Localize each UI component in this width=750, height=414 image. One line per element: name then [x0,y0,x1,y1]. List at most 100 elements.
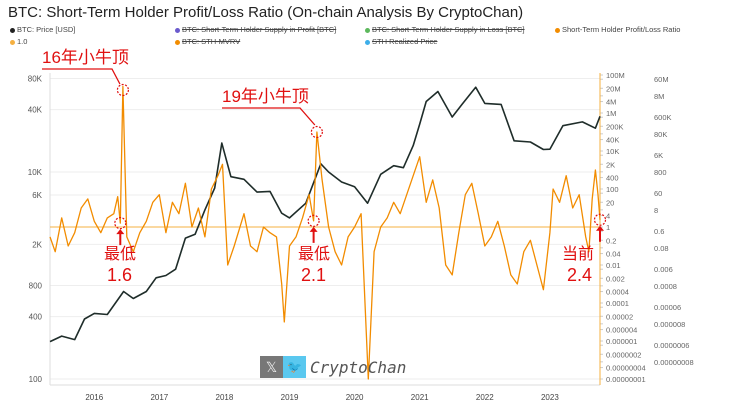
watermark: 𝕏 🐦 CryptoChan [260,356,406,378]
right-axis-tick-label: 8M [654,92,664,101]
right-axis-tick-label: 0.08 [654,244,669,253]
right-axis-tick-label: 100 [606,185,619,194]
legend-dot-icon [175,39,180,45]
legend-dot-icon [175,27,180,33]
legend-item-price[interactable]: BTC: Price [USD] [10,25,75,34]
right-axis-tick-label: 0.00002 [606,312,633,321]
right-axis-tick-label: 4M [606,98,616,107]
left-axis-tick-label: 400 [29,313,43,322]
x-axis-tick-label: 2021 [411,393,429,402]
arrow-line [222,107,316,126]
marker-current [593,213,607,226]
right-axis-tick-label: 0.00006 [654,303,681,312]
right-axis-tick-label: 60M [654,75,669,84]
right-axis-tick-label: 0.00000008 [654,358,694,367]
right-axis-tick-label: 100M [606,71,625,80]
right-axis-tick-label: 0.04 [606,250,621,259]
right-axis-tick-label: 0.01 [606,261,621,270]
arrow-line [42,68,121,85]
legend-item-ratio[interactable]: Short-Term Holder Profit/Loss Ratio [555,25,680,34]
right-axis-tick-label: 4 [606,212,610,221]
x-axis-tick-label: 2019 [281,393,299,402]
arrow-head-icon [309,226,318,232]
right-axis-tick-label: 0.000001 [606,337,637,346]
right-axis-tick-label: 2K [606,160,615,169]
right-axis-tick-label: 10K [606,147,619,156]
legend-label: 1.0 [17,37,28,46]
right-axis-tick-label: 20 [606,198,614,207]
x-axis-tick-label: 2016 [85,393,103,402]
right-axis-tick-label: 1M [606,109,616,118]
annotation-2019-top: 19年小牛顶 [222,87,309,106]
left-axis-tick-label: 100 [29,375,43,384]
legend-label: BTC: Short-Term Holder Supply in Loss [B… [372,25,525,34]
right-axis-tick-label: 8 [654,206,658,215]
left-axis-tick-label: 6K [32,191,42,200]
right-axis-tick-label: 0.000004 [606,326,637,335]
right-axis-tick-label: 0.002 [606,274,625,283]
legend-label: BTC: Short-Term Holder Supply in Profit … [182,25,337,34]
arrow-head-icon [596,225,604,231]
legend-label: BTC: STH-MVRV [182,37,241,46]
annotation-current-label: 当前 [562,246,595,263]
annotation-2019-low-label: 最低 [298,246,331,263]
marker-2019-top [310,125,323,139]
annotation-2019-low-value: 2.1 [301,265,327,285]
price-line [49,86,601,343]
legend-label: STH Realized Price [372,37,438,46]
marker-2016-low [114,217,127,230]
legend-dot-icon [10,39,15,45]
annotation-2016-low-label: 最低 [104,246,137,263]
legend-label: BTC: Price [USD] [17,25,76,34]
x-axis-tick-label: 2020 [346,393,364,402]
legend-dot-icon [555,27,560,33]
x-axis-tick-label: 2018 [216,393,234,402]
right-axis-tick-label: 0.0008 [654,282,677,291]
x-axis-tick-label: 2022 [476,393,494,402]
right-axis-tick-label: 400 [606,174,619,183]
watermark-name: CryptoChan [310,357,407,377]
right-axis-tick-label: 0.0001 [606,299,629,308]
right-axis-tick-label: 0.00000001 [606,375,646,384]
x-logo-icon: 𝕏 [260,356,283,378]
right-axis-tick-label: 0.0000006 [654,341,689,350]
right-axis-tick-label: 60 [654,189,662,198]
right-axis-tick-label: 6K [654,151,663,160]
left-axis-tick-label: 40K [28,106,43,115]
right-axis-tick-label: 800 [654,168,667,177]
right-axis-tick-label: 0.006 [654,265,673,274]
left-axis-tick-label: 800 [29,282,43,291]
legend-dot-icon [365,39,370,45]
annotation-2016-top: 16年小牛顶 [42,48,129,67]
twitter-bird-icon: 🐦 [283,356,306,378]
right-axis-tick-label: 0.000008 [654,320,685,329]
right-axis-tick-label: 20M [606,84,621,93]
chart-title: BTC: Short-Term Holder Profit/Loss Ratio… [8,4,524,21]
marker-2019-low [307,214,320,227]
legend-item-supply-loss[interactable]: BTC: Short-Term Holder Supply in Loss [B… [365,25,525,34]
right-axis-tick-label: 0.0004 [606,288,629,297]
legend-dot-icon [365,27,370,33]
right-axis-tick-label: 200K [606,122,624,131]
legend-item-one[interactable]: 1.0 [10,37,27,46]
left-axis-tick-label: 80K [28,75,43,84]
x-axis-tick-label: 2017 [150,393,168,402]
legend-label: Short-Term Holder Profit/Loss Ratio [562,25,681,34]
legend-item-sth-mvrv[interactable]: BTC: STH-MVRV [175,37,240,46]
right-axis-tick-label: 0.00000004 [606,364,646,373]
ratio-line [49,85,601,380]
right-axis-tick-label: 80K [654,130,667,139]
right-axis-tick-label: 1 [606,223,610,232]
legend-item-sth-realized[interactable]: STH Realized Price [365,37,437,46]
arrow-head-icon [116,229,125,235]
legend-dot-icon [10,27,15,33]
x-axis-tick-label: 2023 [541,393,559,402]
left-axis-tick-label: 2K [32,240,42,249]
left-axis-tick-label: 10K [28,168,43,177]
right-axis-tick-label: 600K [654,113,672,122]
right-axis-tick-label: 0.0000002 [606,350,641,359]
legend-item-supply-profit[interactable]: BTC: Short-Term Holder Supply in Profit … [175,25,336,34]
annotation-2016-low-value: 1.6 [107,265,133,285]
right-axis-tick-label: 0.2 [606,236,616,245]
